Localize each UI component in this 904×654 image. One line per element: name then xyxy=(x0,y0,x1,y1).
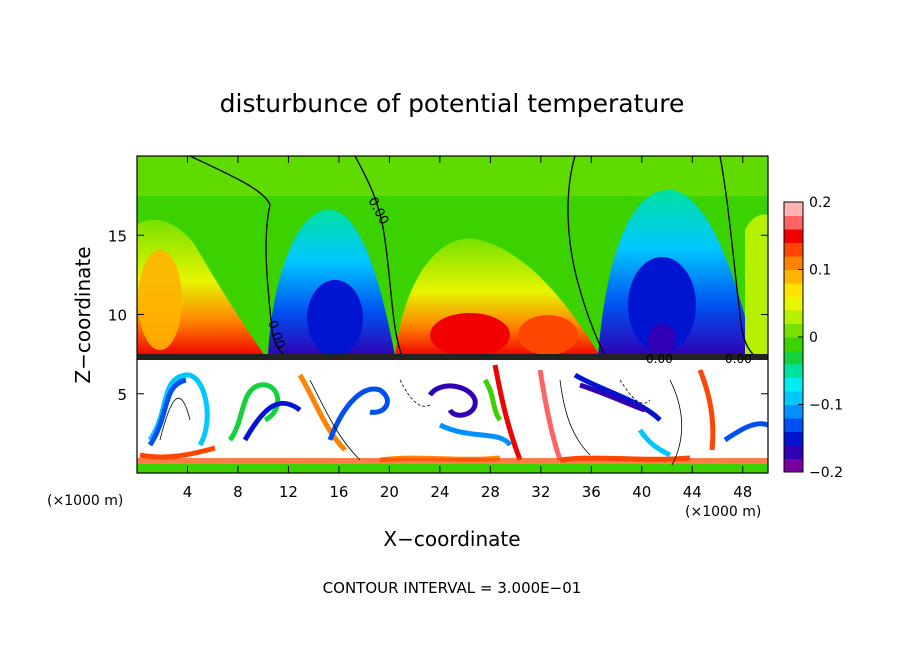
zero-contour-4 xyxy=(719,156,756,357)
colorbar-swatch xyxy=(784,202,803,216)
colorbar-tick-label: 0.2 xyxy=(809,195,831,211)
colorbar-swatch xyxy=(784,283,803,297)
x-tick-label: 44 xyxy=(683,483,702,501)
colorbar-swatch xyxy=(784,404,803,419)
colorbar-swatch xyxy=(784,350,803,365)
x-tick-label: 48 xyxy=(733,483,752,501)
colorbar-swatch xyxy=(784,323,803,338)
x-axis: 4 8 12 16 20 24 28 32 36 40 44 48 xyxy=(183,156,752,501)
colorbar-swatch xyxy=(784,215,803,230)
colorbar-swatch xyxy=(784,391,803,405)
zero-contour-2 xyxy=(354,156,403,357)
y-axis-label: Z−coordinate xyxy=(71,246,95,383)
colorbar: 0.2 0.1 0 −0.1 −0.2 xyxy=(783,195,843,481)
warm-right-edge xyxy=(745,214,768,356)
interface-band xyxy=(137,354,768,360)
chart-title: disturbunce of potential temperature xyxy=(220,89,685,118)
zero-contour-1 xyxy=(189,156,287,357)
colorbar-swatch xyxy=(784,310,803,324)
colorbar-swatch xyxy=(784,256,803,270)
x-axis-label: X−coordinate xyxy=(383,527,520,551)
y-tick-label: 10 xyxy=(108,307,127,325)
warm-core-center xyxy=(430,313,510,357)
x-tick-label: 16 xyxy=(329,483,348,501)
colorbar-tick-label: −0.2 xyxy=(809,465,843,481)
x-unit-left: (×1000 m) xyxy=(47,493,123,509)
x-tick-label: 12 xyxy=(279,483,298,501)
x-tick-label: 36 xyxy=(582,483,601,501)
bottom-warm-band xyxy=(137,458,768,464)
x-tick-label: 40 xyxy=(632,483,651,501)
colorbar-swatch xyxy=(784,296,803,311)
warm-core-center-2 xyxy=(518,315,578,355)
cold-core-1 xyxy=(307,280,363,356)
colorbar-swatch xyxy=(784,242,803,257)
lower-contours xyxy=(159,379,683,466)
y-axis: 5 10 15 xyxy=(108,227,768,404)
colorbar-tick-label: 0 xyxy=(809,330,818,346)
x-tick-label: 4 xyxy=(183,483,193,501)
plot-area: 0.00 0.00 0.00 0.00 xyxy=(137,156,768,473)
cold-core-2-inner xyxy=(648,324,676,356)
colorbar-swatch xyxy=(784,269,803,284)
colorbar-swatch xyxy=(784,337,803,351)
x-tick-label: 8 xyxy=(233,483,243,501)
colorbar-swatch xyxy=(784,229,803,243)
cold-core-2 xyxy=(628,257,696,353)
colorbar-swatch xyxy=(784,418,803,432)
x-tick-label: 20 xyxy=(380,483,399,501)
x-unit-right: (×1000 m) xyxy=(685,504,761,520)
x-tick-label: 24 xyxy=(430,483,449,501)
colorbar-swatch xyxy=(784,364,803,378)
colorbar-swatch xyxy=(784,445,803,459)
bottom-green-band xyxy=(137,464,768,473)
colorbar-swatch xyxy=(784,458,803,473)
x-tick-label: 32 xyxy=(531,483,550,501)
warm-core-left xyxy=(138,250,182,350)
x-tick-label: 28 xyxy=(481,483,500,501)
contour-interval-note: CONTOUR INTERVAL = 3.000E−01 xyxy=(323,579,582,597)
colorbar-tick-label: −0.1 xyxy=(809,398,843,414)
zero-contour-3 xyxy=(567,156,606,357)
upper-layer-field-top xyxy=(137,156,768,196)
colorbar-swatch xyxy=(784,431,803,446)
contour-label-3: 0.00 xyxy=(646,352,673,366)
y-tick-label: 15 xyxy=(108,227,127,245)
y-tick-label: 5 xyxy=(117,386,127,404)
colorbar-swatch xyxy=(784,377,803,392)
colorbar-tick-label: 0.1 xyxy=(809,263,831,279)
contour-label-4: 0.00 xyxy=(725,352,752,366)
